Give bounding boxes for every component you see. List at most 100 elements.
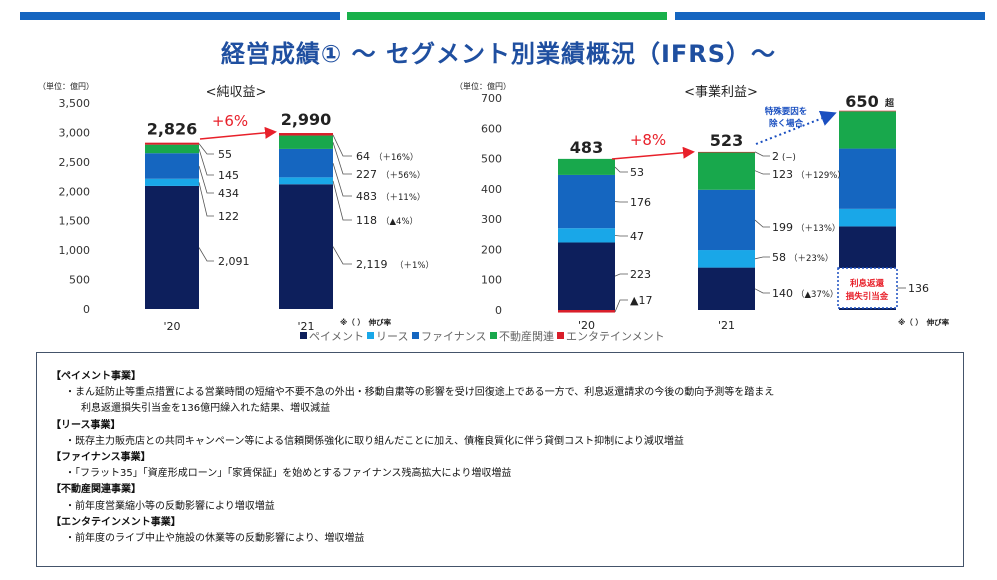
chart1-rate-label: （▲4%） [381,216,418,227]
note-heading: 【ファイナンス事業】 [51,452,151,464]
chart1-leader-line [198,182,214,217]
chart2-ytick: 700 [481,92,502,105]
chart2-value-label-2020: ▲17 [630,294,652,307]
legend-label: 不動産関連 [499,329,554,343]
chart2-value-label-2020: 53 [630,166,644,179]
chart2-bar-segment [558,158,615,175]
chart2-rate-label: （▲37%） [796,289,838,300]
legend-swatch [557,332,564,339]
chart1-bar-segment [145,153,199,179]
chart2-growth-arrow [611,146,695,160]
chart1-rate-label: （＋16%） [374,152,418,163]
chart2-special-note: 特殊要因を [765,106,808,117]
chart2-ytick: 100 [481,274,502,287]
chart1-value-label-2020: 145 [218,169,239,182]
chart1-bar-segment [145,178,199,186]
legend-label: リース [376,330,408,343]
chart2-leader-line [754,170,770,175]
note-line: 利息返還損失引当金を136億円繰入れた結果、増収減益 [81,403,331,415]
chart1-ytick: 1,000 [59,244,91,257]
chart1-leader-line [332,180,352,221]
chart2-leader-line [754,151,770,157]
chart2-bar-segment [558,310,615,313]
chart2-ytick: 600 [481,122,502,135]
chart2-total-suffix: 超 [884,97,895,109]
chart1-leader-line [332,162,352,197]
chart1-bar-segment [145,142,199,145]
chart1-ytick: 3,500 [59,97,91,110]
note-line: ・前年度のライブ中止や施設の休業等の反動影響により、増収増益 [65,533,365,545]
chart1-value-label-2020: 2,091 [218,255,250,268]
chart1-leader-line [198,148,214,176]
chart1-leader-line [198,247,214,262]
chart2-bar-segment [698,267,755,310]
chart2-leader-line [614,166,628,173]
legend-swatch [300,332,307,339]
chart1-bar-segment [279,133,333,136]
chart2-leader-line [754,256,770,260]
note-line: ・まん延防止等重点措置による営業時間の短縮や不要不急の外出・移動自粛等の影響を受… [65,387,775,399]
chart2-bar-segment [839,208,896,227]
chart1-title: <純収益> [206,85,267,100]
notes-box: 【ペイメント事業】・まん延防止等重点措置による営業時間の短縮や不要不急の外出・移… [36,352,964,567]
chart1-leader-line [198,165,214,194]
chart2-bar-segment [698,152,755,190]
chart1-bar-segment [279,184,333,309]
chart1-footnote: ※（ ） 伸び率 [340,317,392,327]
chart1-value-label-2020: 55 [218,148,232,161]
chart1-bar-segment [145,185,199,309]
chart1-value-label-2021: 2,119 [356,258,388,271]
chart1-leader-line [332,134,352,157]
chart2-leader-line [614,299,628,313]
chart2-bar-segment [558,174,615,229]
chart1-growth-label: +6% [212,112,248,130]
note-line: ・既存主力販売店との共同キャンペーン等による信頼関係強化に取り組んだことに加え、… [65,435,684,447]
chart2-value-label-2021: 199 [772,221,793,234]
page-title: 経営成績① ～ セグメント別業績概況（IFRS）～ [220,40,777,68]
chart2-ytick: 500 [481,153,502,166]
chart2-special-value: 136 [908,282,929,295]
chart1-ytick: 2,500 [59,156,91,169]
chart1-value-label-2021: 483 [356,190,377,203]
chart2-ytick: 0 [495,304,502,317]
chart2-special-arrow [755,110,837,145]
chart1-value-label-2020: 434 [218,187,239,200]
chart2-bar-segment [839,111,896,149]
legend-label: ペイメント [309,330,364,343]
chart2-bar-segment [698,250,755,268]
note-heading: 【ペイメント事業】 [51,371,141,382]
chart1-value-label-2021: 118 [356,214,377,227]
chart2-bar-segment [698,151,755,153]
chart2-special-box-label: 利息返還 [849,278,885,289]
note-heading: 【不動産関連事業】 [51,484,141,496]
chart2-footnote: ※（ ） 伸び率 [898,317,950,327]
chart2-value-label-2020: 176 [630,196,651,209]
chart1-ytick: 2,000 [59,185,91,198]
legend-swatch [412,332,419,339]
chart1-bar-segment [279,177,333,185]
chart1-bar-segment [279,148,333,178]
chart1-leader-line [332,246,352,265]
chart1-ytick: 1,500 [59,215,91,228]
chart2-bar-segment [698,189,755,251]
chart2-growth-label: +8% [630,131,666,149]
chart1-rate-label: （＋1%） [395,260,434,271]
chart1-bar-segment [145,144,199,154]
legend-label: エンタテインメント [566,330,665,343]
chart1-xtick: '20 [163,320,180,333]
chart2-leader-line [614,273,628,277]
note-line: ・「フラット35」「資産形成ローン」「家賃保証」を始めとするファイナンス残高拡大… [65,468,512,480]
chart2-leader-line [614,235,628,237]
chart2-special-box-label: 損失引当金 [846,291,889,302]
legend-label: ファイナンス [421,330,487,343]
chart2-rate-label: （＋129%） [796,170,846,181]
note-heading: 【リース事業】 [51,419,121,431]
chart2-value-label-2021: 58 [772,251,786,264]
top-bar-left [20,12,340,20]
chart1-ytick: 0 [83,303,90,316]
chart1-value-label-2021: 227 [356,168,377,181]
segment-charts: （単位：億円） <純収益> 0 500 1,000 1,500 2,000 2,500 3,00… [38,81,950,343]
chart2-leader-line [754,288,770,294]
chart2-value-label-2021: 123 [772,168,793,181]
chart1-leader-line [198,143,214,155]
